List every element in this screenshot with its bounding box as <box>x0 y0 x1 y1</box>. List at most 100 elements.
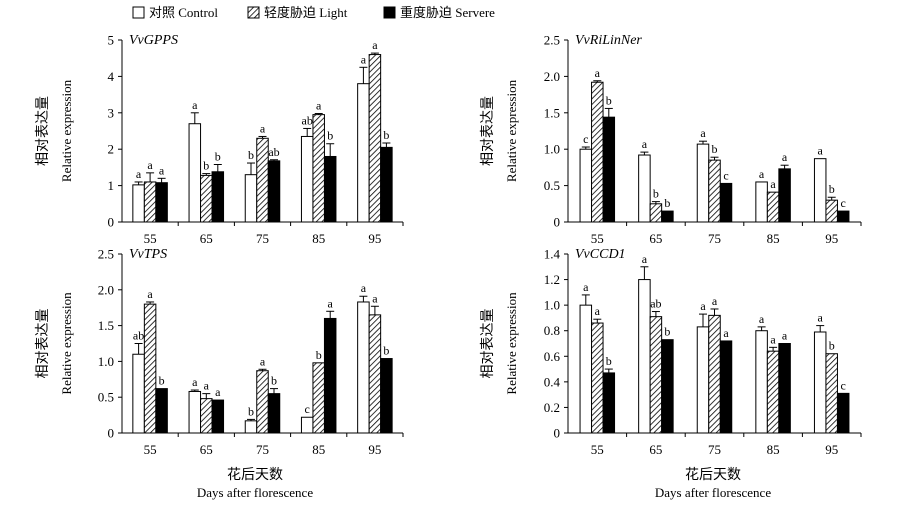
significance-label: a <box>595 304 601 318</box>
significance-label: a <box>260 354 266 368</box>
y-tick-label: 1.4 <box>544 247 561 262</box>
x-tick-label: 85 <box>767 231 780 246</box>
x-tick-label: 85 <box>767 442 780 457</box>
bar <box>825 353 838 434</box>
significance-label: b <box>606 354 612 368</box>
significance-label: a <box>215 385 221 399</box>
y-tick-label: 4 <box>108 69 115 84</box>
bar <box>579 304 593 434</box>
significance-label: ab <box>302 113 313 127</box>
significance-label: a <box>700 299 706 313</box>
y-tick-label: 0.6 <box>544 349 561 364</box>
significance-label: a <box>372 38 378 52</box>
bar <box>766 191 780 223</box>
bar <box>778 343 791 434</box>
x-tick-label: 95 <box>368 442 381 457</box>
y-tick-label: 2.0 <box>544 69 560 84</box>
y-tick-label: 2.5 <box>98 247 114 262</box>
legend: 对照 Control 轻度胁迫 Light 重度胁迫 Servere <box>132 5 495 20</box>
significance-label: a <box>818 311 824 325</box>
bar <box>188 390 202 434</box>
significance-label: b <box>316 348 322 362</box>
bar <box>591 81 604 223</box>
significance-label: a <box>583 280 589 294</box>
y-tick-label: 2.0 <box>98 282 114 297</box>
significance-label: b <box>248 404 254 418</box>
bar <box>591 322 604 434</box>
significance-label: b <box>248 148 254 162</box>
bar <box>155 182 168 223</box>
y-tick-label: 5 <box>108 33 115 48</box>
significance-label: b <box>215 149 221 163</box>
x-tick-label: 75 <box>256 231 269 246</box>
bar <box>368 54 382 223</box>
significance-label: b <box>159 374 165 388</box>
bar <box>211 399 225 434</box>
y-tick-label: 0.8 <box>544 323 560 338</box>
y-tick-label: 2 <box>108 142 115 157</box>
y-tick-label: 1.0 <box>544 298 560 313</box>
x-tick-label: 85 <box>312 231 325 246</box>
significance-label: a <box>361 52 367 66</box>
y-tick-label: 0.4 <box>544 374 561 389</box>
bar <box>357 83 370 223</box>
significance-label: b <box>829 182 835 196</box>
significance-label: a <box>147 158 153 172</box>
bar <box>300 416 314 434</box>
y-title-en: Relative expression <box>59 79 74 182</box>
bar <box>357 301 370 434</box>
bar <box>813 158 827 223</box>
x-tick-label: 95 <box>825 231 838 246</box>
significance-label: b <box>664 196 670 210</box>
significance-label: b <box>383 344 389 358</box>
bar <box>155 388 168 434</box>
chart-title: VvRiLinNer <box>575 33 642 48</box>
x-tick-label: 65 <box>649 231 662 246</box>
bar <box>661 210 674 223</box>
significance-label: a <box>759 312 765 326</box>
significance-label: a <box>204 379 210 393</box>
bar <box>719 182 733 223</box>
chart-title: VvTPS <box>129 247 167 262</box>
bar <box>323 317 337 434</box>
bar <box>300 135 314 223</box>
legend-label-light: 轻度胁迫 Light <box>264 5 348 20</box>
significance-label: c <box>841 196 846 210</box>
chart-title: VvGPPS <box>129 33 178 48</box>
x-title-cn-right: 花后天数 <box>685 467 741 483</box>
significance-label: a <box>595 66 601 80</box>
significance-label: ab <box>133 329 144 343</box>
bar <box>602 372 616 434</box>
x-tick-label: 55 <box>591 231 604 246</box>
significance-label: b <box>203 159 209 173</box>
bar <box>200 398 213 434</box>
bar <box>766 350 780 434</box>
significance-label: b <box>327 129 333 143</box>
significance-label: a <box>136 167 142 181</box>
significance-label: a <box>782 150 788 164</box>
y-tick-label: 1.0 <box>544 142 560 157</box>
bar <box>312 362 325 434</box>
x-tick-label: 75 <box>256 442 269 457</box>
bar <box>755 181 768 223</box>
chart-panel-4: 0 0.2 0.4 0.6 0.8 1.0 1.2 1.4 相对表达量 Relative expr… <box>480 247 862 457</box>
x-title-cn-left: 花后天数 <box>227 467 283 483</box>
significance-label: c <box>583 132 588 146</box>
bar <box>825 199 838 223</box>
y-title-en: Relative expression <box>504 79 519 182</box>
bar <box>649 203 663 223</box>
bar <box>696 326 710 434</box>
bar <box>836 392 850 434</box>
x-title-en-left: Days after florescence <box>197 485 313 500</box>
bar <box>813 331 827 434</box>
bar <box>778 168 791 223</box>
x-tick-label: 85 <box>312 442 325 457</box>
y-tick-label: 0 <box>108 215 115 230</box>
significance-label: c <box>305 402 310 416</box>
significance-label: c <box>723 168 728 182</box>
bar <box>267 160 281 223</box>
bar <box>256 137 269 223</box>
bar <box>200 174 213 223</box>
